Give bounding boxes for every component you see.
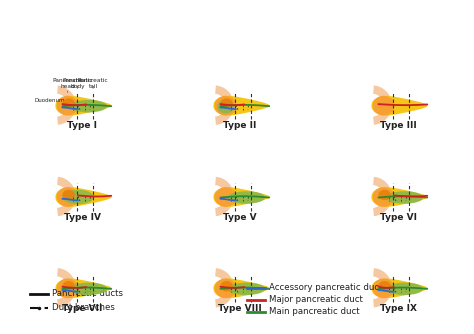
Polygon shape: [373, 268, 392, 308]
Text: Accessory pancreatic duct: Accessory pancreatic duct: [269, 284, 383, 293]
Ellipse shape: [378, 190, 391, 200]
Ellipse shape: [217, 100, 234, 114]
Polygon shape: [213, 96, 270, 116]
Ellipse shape: [63, 281, 75, 292]
Polygon shape: [57, 177, 76, 216]
Ellipse shape: [386, 191, 423, 204]
Text: Type I: Type I: [67, 121, 97, 130]
Ellipse shape: [386, 283, 423, 295]
Ellipse shape: [63, 190, 75, 200]
Ellipse shape: [57, 96, 79, 116]
Text: Type IV: Type IV: [64, 213, 100, 221]
Polygon shape: [55, 96, 111, 116]
Ellipse shape: [215, 187, 237, 207]
Text: Type III: Type III: [380, 121, 417, 130]
Text: Type VIII: Type VIII: [219, 304, 262, 313]
Polygon shape: [373, 86, 392, 125]
Ellipse shape: [57, 279, 79, 298]
Polygon shape: [55, 279, 111, 298]
Text: Pancreatic ducts: Pancreatic ducts: [52, 290, 123, 299]
Text: Type VI: Type VI: [380, 213, 417, 221]
Polygon shape: [372, 279, 428, 298]
Ellipse shape: [220, 281, 233, 292]
Ellipse shape: [378, 281, 391, 292]
Ellipse shape: [215, 96, 237, 116]
Text: Pancreatic
tail: Pancreatic tail: [78, 78, 109, 89]
Ellipse shape: [373, 279, 394, 298]
Polygon shape: [57, 86, 76, 125]
Polygon shape: [213, 279, 270, 298]
Ellipse shape: [70, 283, 107, 295]
Text: Duodenum: Duodenum: [35, 98, 65, 103]
Polygon shape: [372, 187, 428, 207]
Ellipse shape: [373, 96, 394, 116]
Text: Type VII: Type VII: [62, 304, 102, 313]
Text: Main pancreatic duct: Main pancreatic duct: [269, 308, 360, 317]
Text: Duct branches: Duct branches: [52, 304, 115, 313]
Polygon shape: [215, 177, 234, 216]
Polygon shape: [215, 86, 234, 125]
Ellipse shape: [228, 191, 265, 204]
Ellipse shape: [373, 187, 394, 207]
Polygon shape: [213, 187, 270, 207]
Text: Type II: Type II: [223, 121, 257, 130]
Ellipse shape: [63, 190, 93, 204]
Polygon shape: [372, 96, 428, 116]
Ellipse shape: [215, 279, 237, 298]
Ellipse shape: [63, 99, 75, 109]
Text: Type IX: Type IX: [380, 304, 417, 313]
Text: Major pancreatic duct: Major pancreatic duct: [269, 296, 363, 305]
Text: Pancreatic
body: Pancreatic body: [62, 78, 93, 89]
Polygon shape: [55, 187, 111, 207]
Text: Pancreatic
head: Pancreatic head: [52, 78, 83, 92]
Ellipse shape: [57, 187, 79, 207]
Ellipse shape: [70, 100, 107, 113]
Polygon shape: [57, 268, 76, 308]
Ellipse shape: [228, 283, 265, 295]
Polygon shape: [373, 177, 392, 216]
Ellipse shape: [220, 99, 233, 109]
Text: Type V: Type V: [223, 213, 257, 221]
Polygon shape: [215, 268, 234, 308]
